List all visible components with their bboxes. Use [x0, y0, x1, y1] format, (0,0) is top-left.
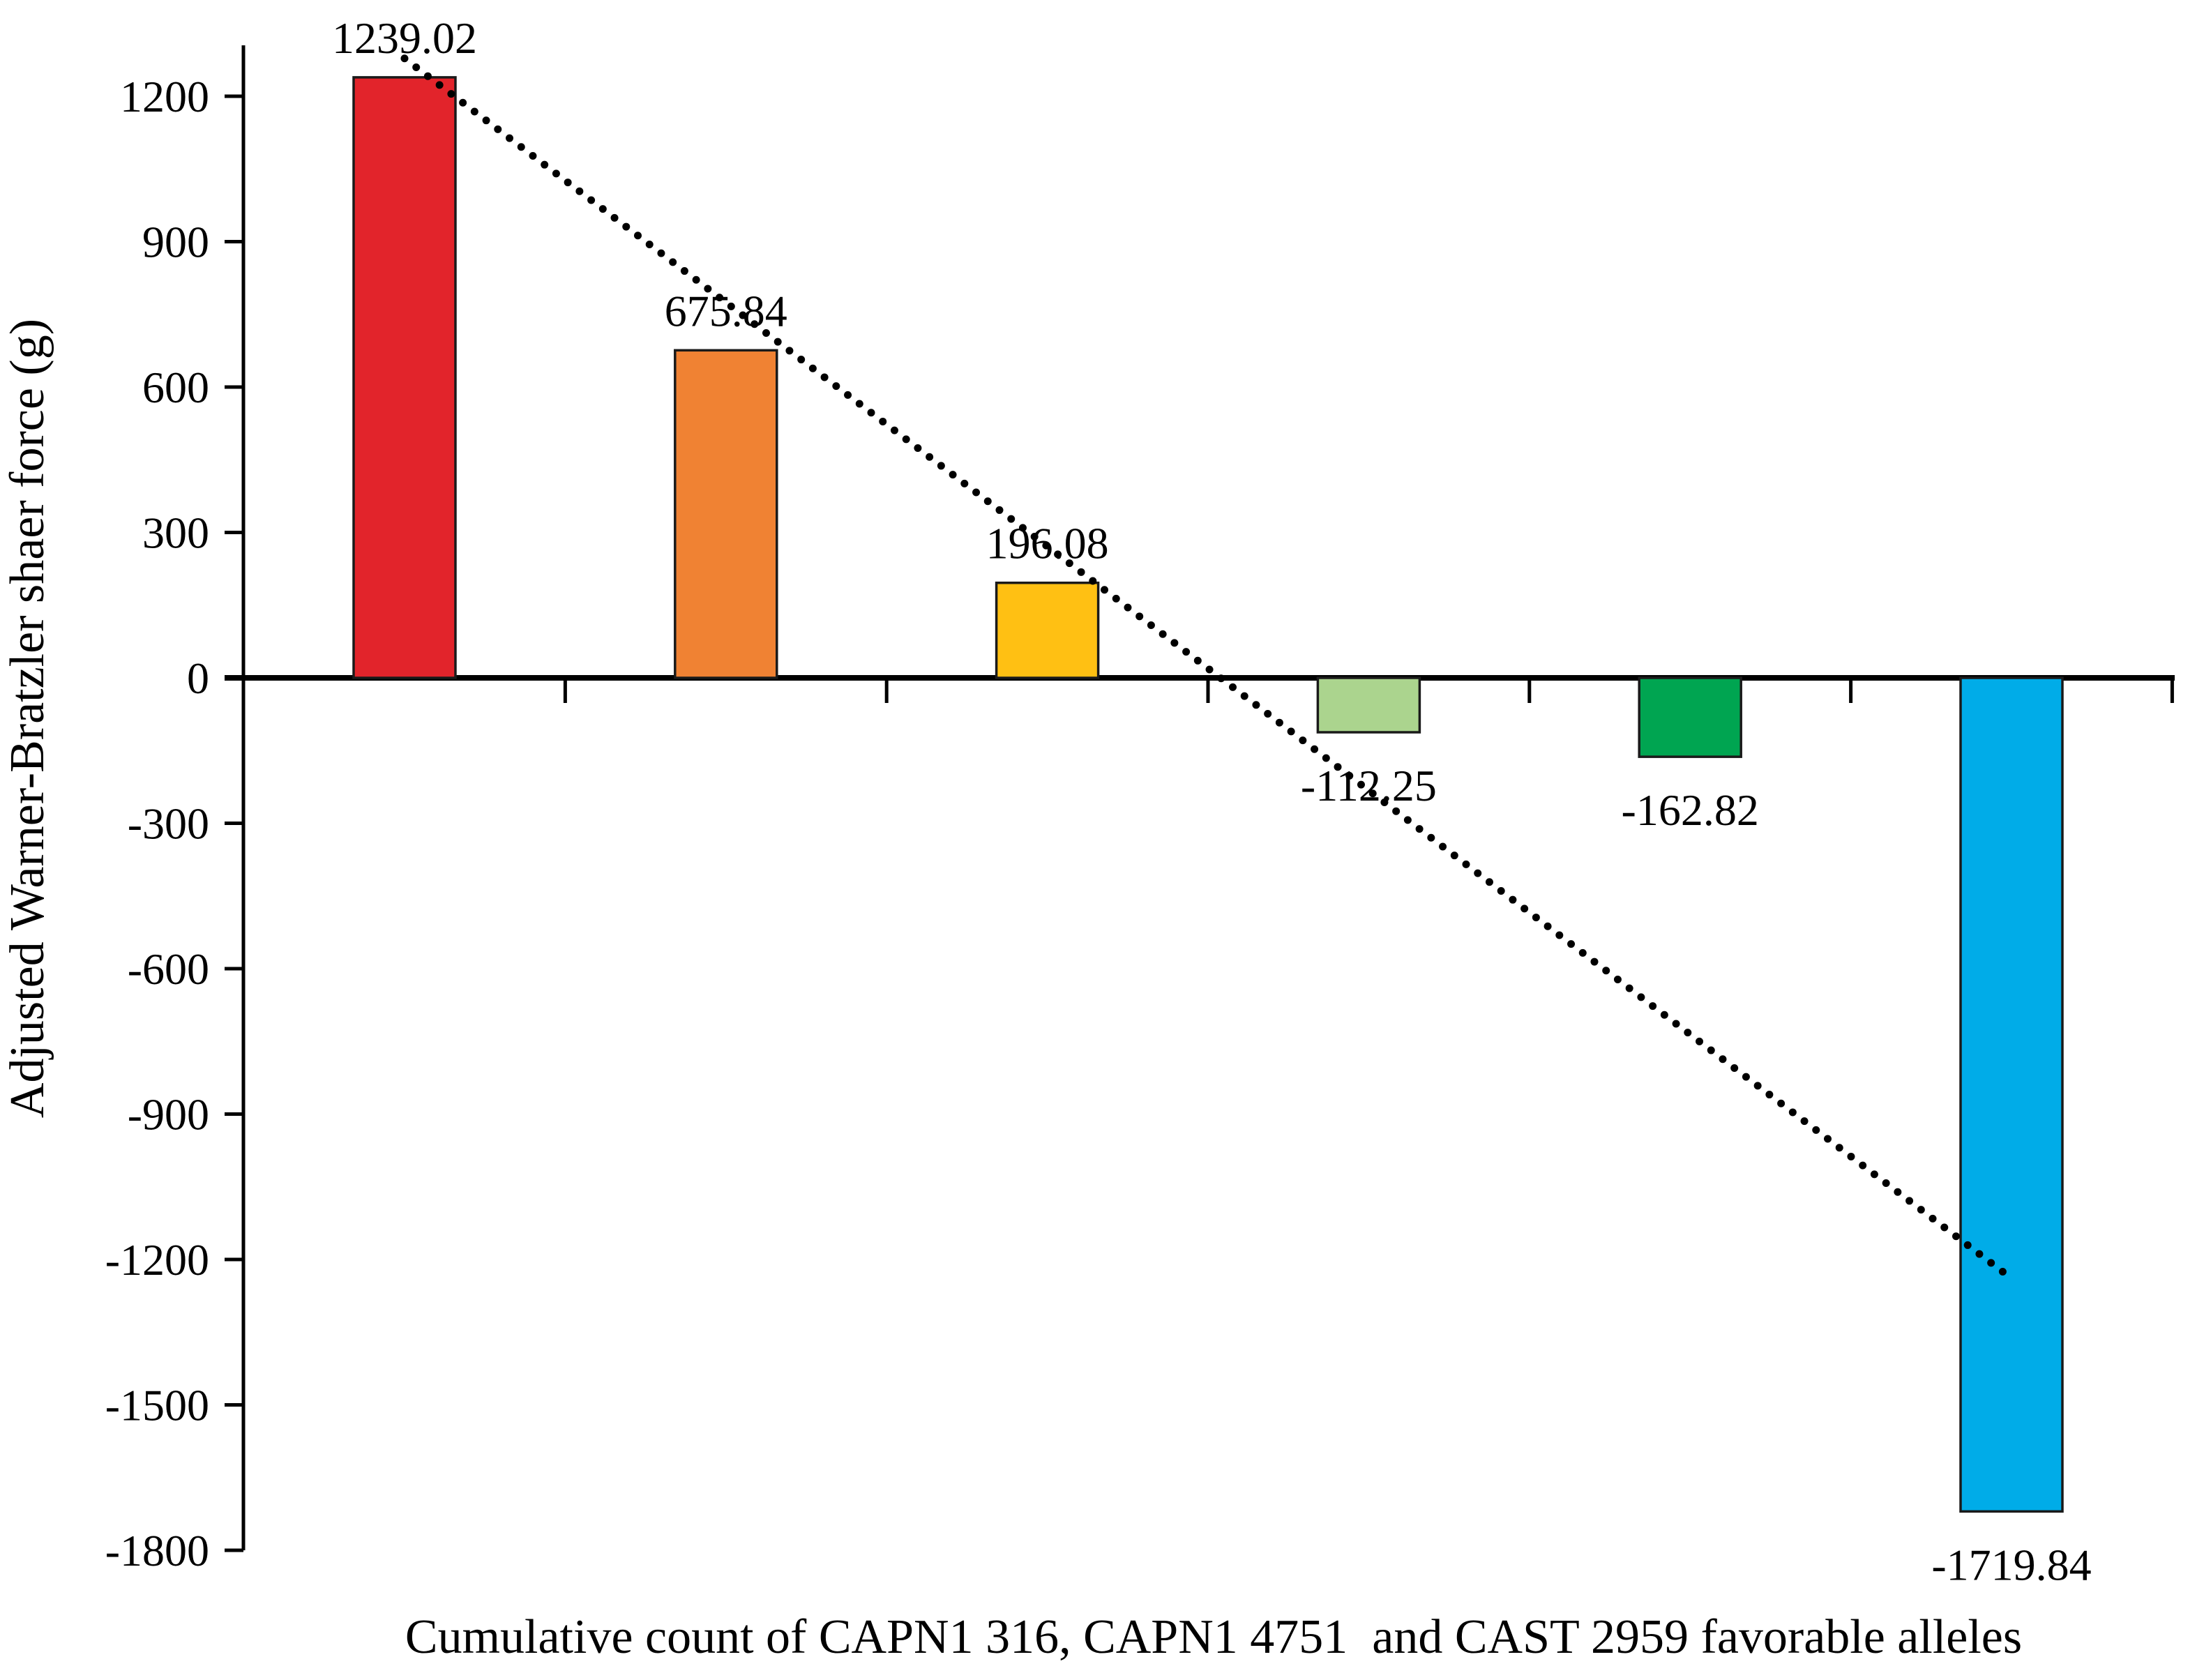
- bar: [1316, 676, 1421, 734]
- y-tick-label: 900: [142, 218, 209, 267]
- bar-value-label: -1719.84: [1931, 1540, 2091, 1589]
- bar: [674, 349, 778, 679]
- x-axis-title: Cumulative count of CAPN1 316, CAPN1 475…: [405, 1610, 2022, 1664]
- bar-series: [352, 76, 2064, 1513]
- y-tick-label: 1200: [120, 72, 209, 121]
- bar: [1959, 676, 2064, 1513]
- bar-value-label: -112.25: [1301, 761, 1437, 810]
- bar-value-label: -162.82: [1622, 785, 1759, 835]
- axes: [225, 45, 2175, 1550]
- bar: [1638, 676, 1742, 758]
- trendline-dotted: [400, 54, 2016, 1282]
- y-tick-label: -900: [128, 1090, 209, 1140]
- y-tick-label: 0: [187, 653, 209, 703]
- bar: [352, 76, 457, 679]
- y-tick-label: -600: [128, 944, 209, 994]
- y-tick-label: -1800: [105, 1526, 209, 1575]
- bar-value-label: 675.84: [665, 286, 787, 335]
- trendline: [400, 54, 2016, 1282]
- bar: [995, 581, 1100, 679]
- bar-value-label: 1239.02: [332, 13, 477, 63]
- axis-ticks: [225, 94, 2174, 1552]
- y-tick-label: -300: [128, 799, 209, 849]
- bar-value-labels: 1239.02 675.84 196.08 -112.25 -162.82 -1719.8…: [332, 13, 2092, 1589]
- y-tick-label: -1500: [105, 1381, 209, 1430]
- y-tick-label: 300: [142, 508, 209, 558]
- y-tick-labels: 1200 900 600 300 0 -300 -600 -900 -1200 -1500 -180…: [105, 72, 209, 1575]
- y-axis-title: Adjusted Warner-Bratzler shaer force (g): [1, 319, 54, 1118]
- y-tick-label: -1200: [105, 1235, 209, 1285]
- bar-value-label: 196.08: [986, 519, 1109, 568]
- y-tick-label: 600: [142, 363, 209, 412]
